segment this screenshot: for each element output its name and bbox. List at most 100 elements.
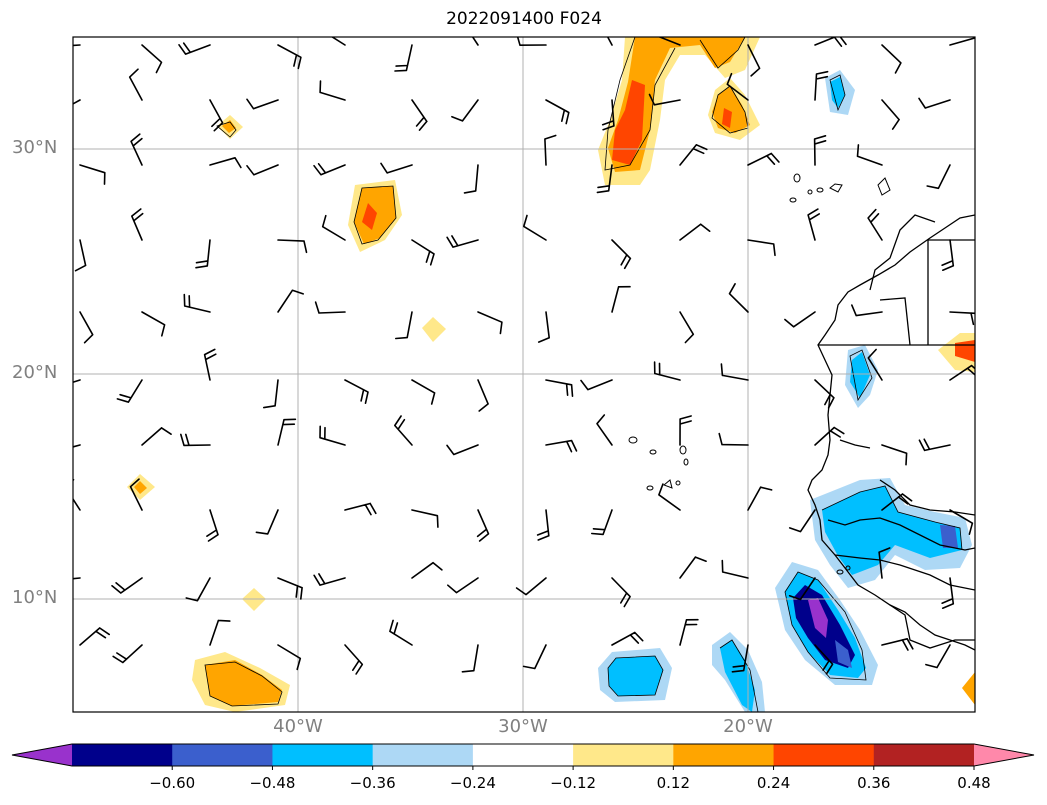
wind-barb [319, 80, 346, 101]
wind-barb [878, 547, 891, 579]
wind-barbs [73, 37, 975, 675]
wind-barb [73, 99, 81, 105]
positive-anomaly-region [962, 672, 975, 705]
wind-barb [111, 577, 143, 594]
islands [628, 173, 891, 575]
wind-barb [411, 99, 428, 131]
wind-barb [246, 98, 279, 110]
wind-barb [79, 311, 94, 344]
wind-barb [814, 426, 845, 446]
lon-label-30w: 30°W [498, 716, 548, 737]
wind-barb [814, 644, 834, 675]
wind-barb [209, 99, 224, 132]
wind-barb [394, 44, 413, 72]
wind-barb [451, 99, 479, 122]
wind-barb [446, 444, 479, 456]
wind-barb [728, 283, 749, 313]
wind-barb [856, 144, 883, 166]
wind-barb [180, 433, 211, 447]
wind-barb [813, 135, 827, 166]
lon-label-40w: 40°W [273, 716, 323, 737]
lon-label-20w: 20°W [723, 716, 773, 737]
wind-barb [949, 509, 974, 535]
wind-barb [471, 37, 479, 46]
wind-barb [141, 44, 163, 74]
wind-barb [784, 311, 816, 328]
wind-barb [807, 208, 820, 241]
lat-label-30n: 30°N [12, 137, 58, 158]
wind-barb [129, 478, 143, 511]
wind-barb [925, 644, 951, 669]
wind-barb [679, 144, 708, 166]
wind-barb [411, 509, 439, 528]
positive-anomaly-region [205, 660, 282, 706]
wind-barb [79, 627, 110, 646]
colorbar-segment [372, 744, 474, 766]
colorbar-tick-label: −0.48 [249, 774, 296, 792]
wind-barb [523, 214, 547, 241]
wind-barb [446, 235, 479, 248]
wind-barb [867, 348, 883, 381]
wind-barb [178, 42, 211, 55]
wind-barb [141, 311, 166, 337]
wind-barb [411, 561, 443, 579]
wind-barb [246, 164, 279, 176]
coastline-layer [807, 214, 975, 651]
colorbar-segment [573, 744, 674, 766]
wind-barb [814, 70, 829, 101]
gridlines [73, 37, 975, 712]
positive-anomaly-region [608, 37, 745, 172]
wind-barb [747, 44, 761, 77]
wind-barb [658, 483, 681, 511]
colorbar-extend-low [12, 744, 72, 766]
wind-barb [867, 208, 883, 241]
colorbar-tick-label: −0.12 [550, 774, 597, 792]
wind-barb [918, 438, 951, 452]
wind-barb [731, 644, 749, 673]
wind-barb [536, 509, 550, 541]
wind-barb [116, 379, 143, 403]
wind-barb [411, 379, 436, 405]
wind-barb [601, 99, 615, 131]
wind-barb [79, 164, 106, 185]
wind-barb [380, 162, 413, 174]
colorbar-tick-label: 0.12 [656, 774, 691, 792]
wind-barb [679, 556, 707, 579]
plot-title: 2022091400 F024 [446, 9, 602, 29]
wind-barb [255, 509, 279, 535]
wind-barb [477, 311, 503, 335]
wind-barb [941, 239, 955, 271]
wind-barb [918, 97, 951, 109]
wind-barb [477, 379, 489, 412]
wind-barb [447, 577, 479, 594]
wind-barb [648, 93, 681, 106]
wind-barb [314, 301, 346, 314]
wind-barb [330, 37, 346, 46]
wind-barb [881, 638, 914, 651]
wind-barb [394, 415, 413, 446]
wind-barb [653, 361, 681, 381]
wind-barb [747, 486, 773, 511]
wind-barb [206, 509, 219, 542]
wind-barb [73, 577, 81, 580]
colorbar-segment [272, 744, 374, 766]
wind-barb [321, 214, 346, 241]
wind-barb [721, 559, 749, 579]
wind-barb [277, 239, 308, 254]
wind-barb [949, 311, 975, 326]
colorbar-tick-label: −0.24 [449, 774, 496, 792]
positive-anomaly-region [712, 86, 750, 133]
lat-label-10n: 10°N [12, 587, 58, 608]
anomaly-fill-layer [127, 37, 975, 712]
wind-barb [73, 478, 81, 511]
wind-barb [679, 311, 695, 344]
wind-barb [537, 311, 550, 343]
wind-barb [611, 577, 631, 608]
wind-barb [596, 164, 613, 194]
wind-barb [128, 68, 143, 101]
colorbar-extend-high [974, 744, 1034, 766]
positive-anomaly-region [422, 317, 446, 342]
wind-barb [515, 577, 547, 596]
wind-barb [606, 37, 613, 46]
wind-barb [463, 164, 479, 194]
